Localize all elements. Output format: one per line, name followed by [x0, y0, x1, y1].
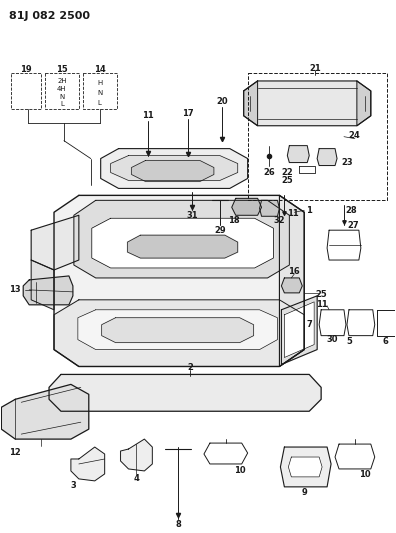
Text: 11: 11: [143, 111, 154, 120]
Text: 30: 30: [326, 335, 338, 344]
Text: 21: 21: [309, 63, 321, 72]
Text: 13: 13: [10, 285, 21, 294]
Polygon shape: [102, 318, 253, 343]
Text: 28: 28: [345, 206, 357, 215]
Text: 15: 15: [56, 64, 68, 74]
Text: 4: 4: [133, 474, 139, 483]
Polygon shape: [45, 73, 79, 109]
Polygon shape: [74, 200, 289, 278]
Text: N: N: [59, 94, 65, 100]
Polygon shape: [92, 218, 274, 268]
Polygon shape: [128, 235, 238, 258]
Polygon shape: [280, 196, 304, 367]
Text: 32: 32: [274, 216, 285, 225]
Text: 2H: 2H: [57, 78, 67, 84]
Polygon shape: [280, 447, 331, 487]
Text: L: L: [60, 101, 64, 107]
Text: 24: 24: [348, 131, 360, 140]
Text: 26: 26: [264, 168, 275, 177]
Polygon shape: [347, 310, 375, 336]
Text: 22: 22: [282, 168, 293, 177]
Polygon shape: [31, 260, 54, 310]
Text: L: L: [98, 100, 102, 106]
Text: 9: 9: [301, 488, 307, 497]
Polygon shape: [49, 375, 321, 411]
Polygon shape: [244, 81, 257, 126]
Polygon shape: [54, 196, 304, 367]
Text: 1: 1: [306, 206, 312, 215]
Text: 17: 17: [182, 109, 194, 118]
Text: 25: 25: [282, 176, 293, 185]
Polygon shape: [11, 73, 41, 109]
Text: 18: 18: [228, 216, 240, 225]
Polygon shape: [71, 447, 105, 481]
Text: 4H: 4H: [57, 86, 67, 92]
Text: 6: 6: [383, 337, 388, 346]
Polygon shape: [377, 310, 394, 336]
Polygon shape: [248, 73, 386, 200]
Text: 81J 082 2500: 81J 082 2500: [10, 11, 90, 21]
Text: 10: 10: [234, 466, 246, 475]
Text: N: N: [97, 90, 102, 96]
Polygon shape: [23, 276, 73, 305]
Polygon shape: [31, 215, 79, 270]
Polygon shape: [101, 149, 248, 188]
Polygon shape: [287, 146, 309, 163]
Text: 11: 11: [287, 209, 299, 218]
Text: 27: 27: [347, 221, 359, 230]
Polygon shape: [131, 160, 214, 181]
Polygon shape: [54, 300, 304, 367]
Text: 7: 7: [307, 320, 312, 329]
Text: 10: 10: [359, 471, 371, 479]
Text: 3: 3: [70, 481, 76, 490]
Text: 25: 25: [315, 290, 327, 300]
Text: 14: 14: [94, 64, 106, 74]
Text: 20: 20: [216, 98, 228, 107]
Text: 31: 31: [186, 211, 198, 220]
Polygon shape: [299, 166, 315, 173]
Polygon shape: [319, 310, 346, 336]
Text: 23: 23: [341, 158, 353, 167]
Polygon shape: [110, 156, 238, 181]
Text: 16: 16: [288, 268, 300, 277]
Text: H: H: [97, 80, 102, 86]
Text: 8: 8: [175, 520, 181, 529]
Polygon shape: [357, 81, 371, 126]
Polygon shape: [83, 73, 116, 109]
Text: 19: 19: [21, 64, 32, 74]
Polygon shape: [335, 444, 375, 469]
Text: 29: 29: [214, 225, 226, 235]
Polygon shape: [204, 443, 248, 464]
Polygon shape: [284, 302, 314, 358]
Polygon shape: [327, 230, 361, 260]
Polygon shape: [282, 278, 302, 293]
Polygon shape: [120, 439, 152, 471]
Polygon shape: [78, 310, 278, 350]
Text: 2: 2: [187, 363, 193, 372]
Polygon shape: [288, 457, 322, 477]
Polygon shape: [317, 149, 337, 166]
Polygon shape: [259, 200, 280, 216]
Text: 11: 11: [316, 300, 328, 309]
Polygon shape: [2, 384, 89, 439]
Polygon shape: [282, 296, 317, 365]
Polygon shape: [244, 81, 371, 126]
Text: 12: 12: [10, 448, 21, 457]
Text: 5: 5: [346, 337, 352, 346]
Polygon shape: [232, 198, 261, 215]
